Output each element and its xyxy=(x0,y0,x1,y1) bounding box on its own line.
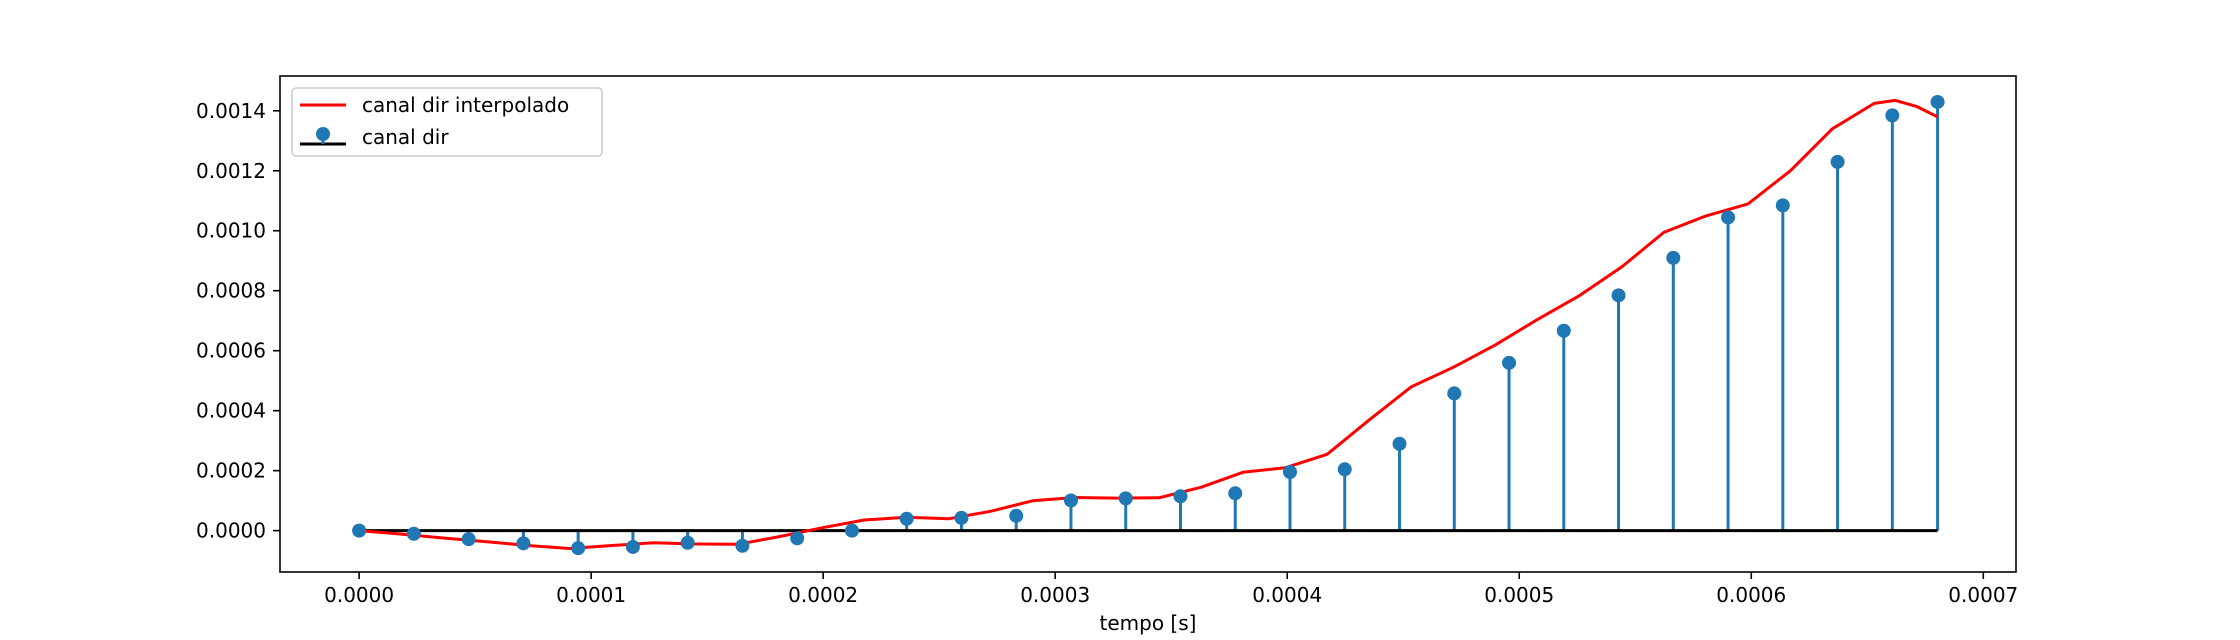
legend-label-interpolated: canal dir interpolado xyxy=(362,93,569,117)
y-tick-label: 0.0012 xyxy=(196,159,266,183)
stem-marker xyxy=(571,541,586,556)
x-axis-label: tempo [s] xyxy=(1100,611,1197,635)
stem-marker xyxy=(1337,462,1352,477)
stem-marker xyxy=(516,536,531,551)
stem-marker xyxy=(1063,493,1078,508)
y-tick-label: 0.0006 xyxy=(196,339,266,363)
y-tick-label: 0.0014 xyxy=(196,99,266,123)
legend-label-stem: canal dir xyxy=(362,125,449,149)
stem-marker xyxy=(680,535,695,550)
stem-marker xyxy=(1173,489,1188,504)
stem-marker xyxy=(461,532,476,547)
stem-marker xyxy=(1775,198,1790,213)
stem-marker xyxy=(1556,323,1571,338)
y-tick-label: 0.0000 xyxy=(196,519,266,543)
y-tick-label: 0.0002 xyxy=(196,459,266,483)
stem-marker xyxy=(844,523,859,538)
stem-lines xyxy=(412,101,1940,549)
stem-marker xyxy=(352,523,367,538)
stem-marker xyxy=(1228,486,1243,501)
y-axis-ticks: 0.0000 0.0002 0.0004 0.0006 0.0008 0.0010 0.00… xyxy=(196,99,280,543)
x-tick-label: 0.0006 xyxy=(1716,583,1786,607)
stem-marker xyxy=(1721,210,1736,225)
y-tick-label: 0.0008 xyxy=(196,279,266,303)
stem-marker xyxy=(735,538,750,553)
x-tick-label: 0.0003 xyxy=(1020,583,1090,607)
stem-marker xyxy=(1885,108,1900,123)
stem-marker xyxy=(1118,491,1133,506)
legend-box xyxy=(291,87,603,157)
stem-marker xyxy=(1447,386,1462,401)
x-axis-ticks: 0.0000 0.0001 0.0002 0.0003 0.0004 0.0005 0.00… xyxy=(324,572,2018,607)
stem-marker xyxy=(954,510,969,525)
legend: canal dir interpolado canal dir xyxy=(291,87,603,157)
x-tick-label: 0.0005 xyxy=(1484,583,1554,607)
stem-marker xyxy=(625,539,640,554)
x-tick-label: 0.0002 xyxy=(788,583,858,607)
stem-marker xyxy=(899,511,914,526)
stem-marker xyxy=(1392,436,1407,451)
y-tick-label: 0.0010 xyxy=(196,219,266,243)
plot-frame xyxy=(279,75,2017,573)
legend-marker-swatch xyxy=(316,127,330,141)
x-tick-label: 0.0007 xyxy=(1948,583,2018,607)
y-tick-label: 0.0004 xyxy=(196,399,266,423)
stem-marker xyxy=(790,531,805,546)
stem-marker xyxy=(1009,508,1024,523)
stem-marker xyxy=(1930,94,1945,109)
x-tick-label: 0.0000 xyxy=(324,583,394,607)
stem-marker xyxy=(1666,250,1681,265)
stem-marker xyxy=(406,526,421,541)
stem-marker xyxy=(1282,464,1297,479)
x-tick-label: 0.0001 xyxy=(556,583,626,607)
stem-marker xyxy=(1830,154,1845,169)
stem-markers xyxy=(352,94,1945,556)
stem-marker xyxy=(1611,288,1626,303)
stem-marker xyxy=(1502,355,1517,370)
x-tick-label: 0.0004 xyxy=(1252,583,1322,607)
